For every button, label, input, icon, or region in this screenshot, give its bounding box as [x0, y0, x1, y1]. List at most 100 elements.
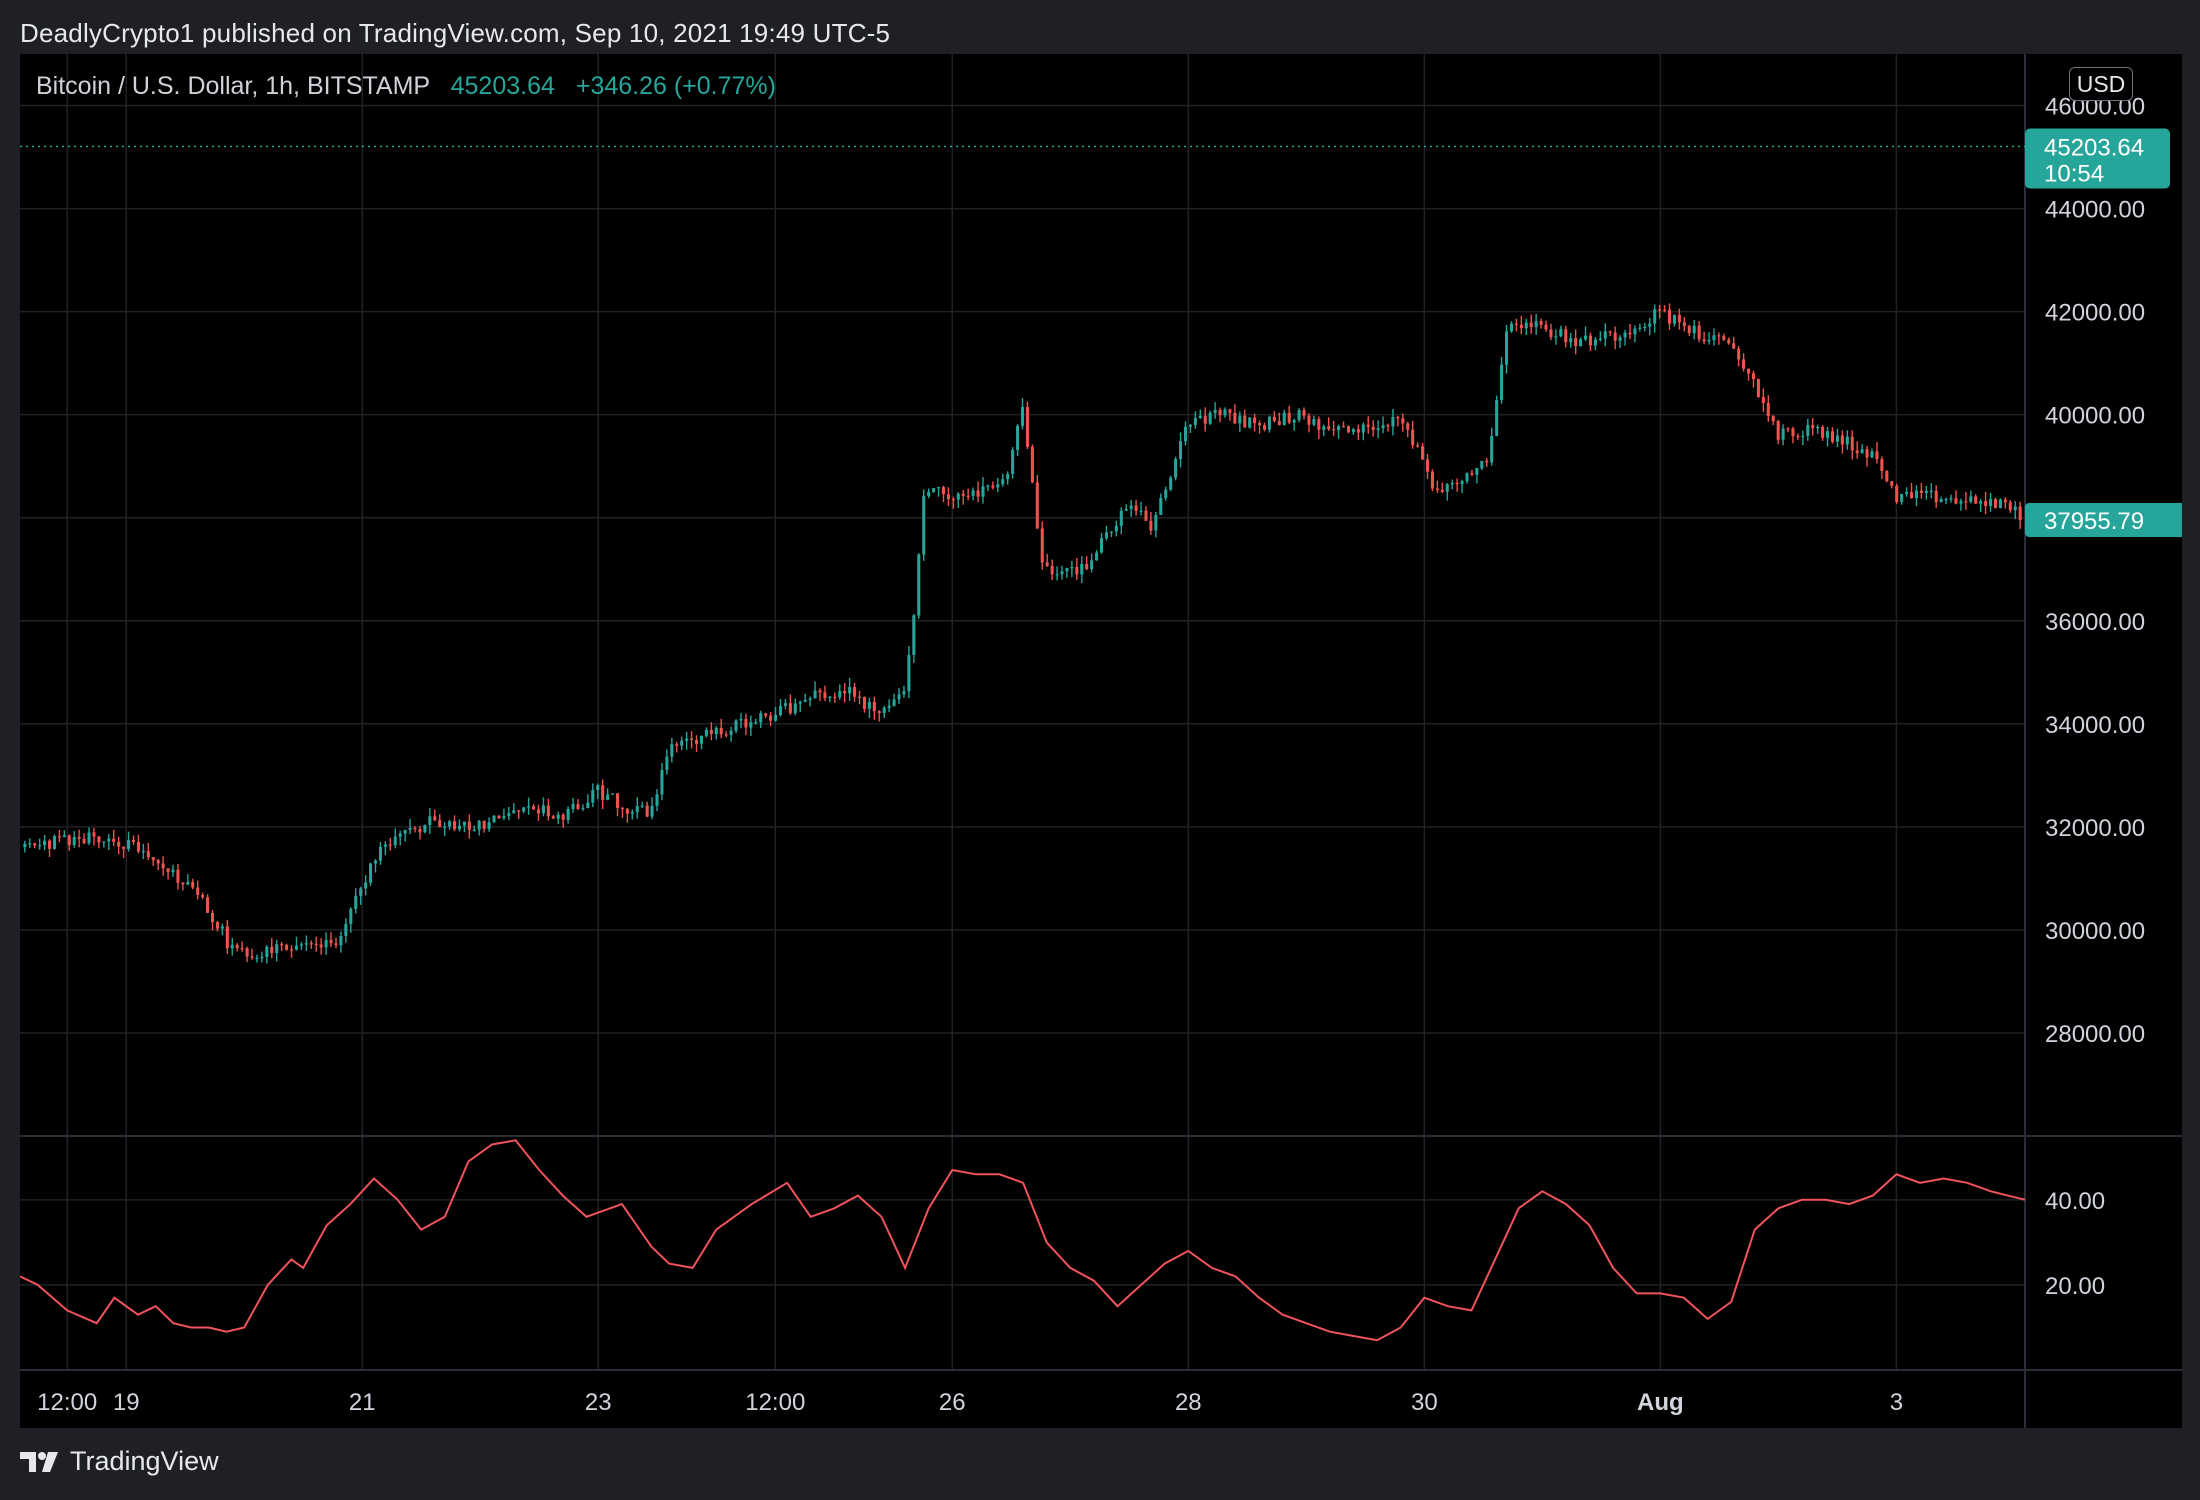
candle-body	[1307, 415, 1311, 425]
candle	[1776, 419, 1780, 445]
candle-body	[1949, 498, 1953, 500]
candle-body	[1144, 510, 1148, 521]
candle-body	[729, 730, 733, 735]
price-tick-label: 34000.00	[2045, 712, 2145, 739]
candle	[917, 553, 921, 619]
candle	[1421, 443, 1425, 460]
symbol-legend[interactable]: Bitcoin / U.S. Dollar, 1h, BITSTAMP 4520…	[36, 72, 776, 101]
candle-body	[1697, 325, 1701, 340]
candle-body	[290, 949, 294, 951]
candle	[798, 700, 802, 712]
candle-body	[1707, 340, 1711, 342]
candle-body	[1174, 459, 1178, 478]
candle	[611, 793, 615, 795]
candle	[1134, 499, 1138, 516]
candle	[853, 682, 857, 702]
candle-body	[1909, 492, 1914, 499]
candle	[749, 715, 753, 737]
candle-body	[1579, 339, 1583, 347]
candle	[369, 862, 373, 886]
candle	[1954, 490, 1958, 505]
candle-body	[1203, 415, 1207, 424]
candle-body	[1198, 415, 1202, 419]
candle-body	[1914, 490, 1918, 499]
candle	[996, 477, 1000, 493]
candle	[1984, 491, 1988, 515]
candle-body	[482, 820, 486, 829]
candle-body	[1020, 406, 1025, 426]
candle	[1030, 444, 1034, 484]
candle-body	[1011, 449, 1015, 474]
candle-body	[1445, 484, 1449, 492]
candle-body	[536, 809, 541, 814]
candle-body	[1465, 473, 1469, 482]
chart-canvas[interactable]: 28000.00 30000.00 32000.00 34000.00 36000.00…	[20, 54, 2182, 1428]
candle-body	[1593, 339, 1597, 346]
candle	[275, 939, 279, 962]
indicator-line	[20, 1139, 2026, 1342]
candle	[1993, 497, 1998, 509]
price-tick-label: 40000.00	[2045, 403, 2145, 430]
currency-selector-button[interactable]: USD	[2069, 67, 2133, 101]
indicator-tick-label: 40.00	[2045, 1188, 2105, 1215]
candle-body	[1500, 364, 1504, 401]
time-tick-label: 26	[939, 1389, 966, 1416]
candle	[1850, 430, 1854, 460]
candle-body	[136, 841, 140, 852]
candle-body	[1569, 338, 1573, 343]
candle	[1228, 409, 1232, 421]
candle-body	[1929, 490, 1933, 492]
candle	[1055, 566, 1059, 581]
candle	[1761, 388, 1765, 412]
candle-body	[122, 846, 126, 849]
candle-body	[512, 810, 516, 814]
candle	[571, 797, 575, 813]
candle-body	[1737, 348, 1741, 360]
candle	[28, 838, 32, 849]
candle	[1771, 415, 1775, 426]
candle	[1746, 368, 1751, 381]
candle-body	[941, 487, 946, 495]
candle-body	[709, 729, 713, 735]
candle	[1895, 483, 1899, 504]
candle	[793, 698, 797, 716]
candle	[1944, 497, 1948, 505]
candle-body	[1613, 332, 1617, 341]
candle	[1959, 498, 1963, 511]
candle	[1312, 415, 1316, 427]
candle-body	[1396, 416, 1400, 419]
candle	[23, 840, 27, 853]
candle-body	[759, 713, 763, 723]
candle-body	[1188, 424, 1192, 427]
candle-body	[319, 944, 323, 948]
candles	[23, 303, 2022, 964]
candle	[1732, 336, 1736, 350]
candle-body	[1504, 331, 1509, 365]
candle-body	[294, 945, 299, 950]
candle-body	[546, 805, 550, 817]
candle	[1495, 395, 1499, 437]
candle	[635, 797, 639, 819]
candle-body	[556, 814, 560, 819]
candle	[566, 806, 570, 824]
candle-body	[1080, 563, 1084, 575]
candle-body	[1391, 416, 1395, 427]
candle	[1588, 332, 1593, 352]
tradingview-brand[interactable]: TradingView	[20, 1446, 219, 1477]
candle	[1470, 469, 1474, 477]
candle	[1070, 560, 1074, 578]
candle	[1934, 485, 1938, 508]
candle	[1480, 460, 1484, 471]
candle	[1658, 304, 1662, 319]
candle	[685, 731, 689, 750]
candle-body	[818, 690, 822, 693]
candle-body	[932, 488, 936, 493]
candle-body	[201, 894, 205, 898]
candle-body	[1890, 481, 1894, 486]
candle	[2018, 501, 2022, 529]
candle-body	[1139, 510, 1143, 512]
candle	[615, 792, 620, 817]
candle	[596, 783, 600, 800]
chart-area[interactable]: 28000.00 30000.00 32000.00 34000.00 36000.00…	[20, 54, 2182, 1428]
candle-body	[1653, 309, 1657, 324]
